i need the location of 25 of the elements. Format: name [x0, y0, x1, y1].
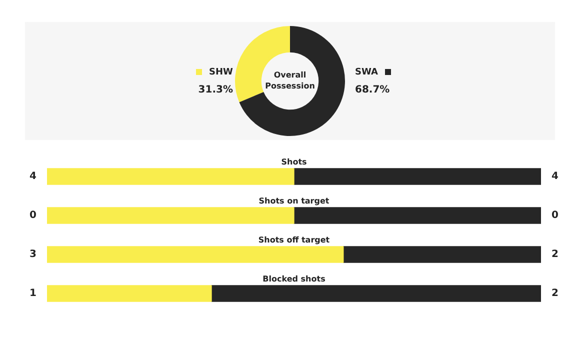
- y-tick-label: Blocked shots: [262, 274, 326, 284]
- bar: [211, 285, 541, 302]
- y-tick-label: Shots off target: [258, 236, 330, 245]
- text: 0: [30, 210, 37, 222]
- text: 2: [552, 249, 559, 260]
- text: 3: [30, 249, 37, 260]
- y-tick-label: Shots on target: [258, 196, 330, 206]
- text: 1: [30, 288, 37, 300]
- bar: [294, 207, 541, 224]
- text: 2: [552, 288, 559, 300]
- text: 4: [552, 171, 559, 182]
- data-label: 31.3%: [198, 84, 233, 96]
- legend-label: SHW: [209, 67, 234, 78]
- bar: [47, 246, 344, 263]
- bar: [294, 168, 541, 185]
- bar: [343, 246, 541, 263]
- y-tick-label: Shots: [281, 158, 308, 167]
- text: 4: [30, 171, 37, 182]
- bar: [47, 168, 294, 185]
- text: Overall Possession: [265, 70, 316, 91]
- text: 0: [552, 210, 559, 222]
- slice-label: SWA: [355, 67, 378, 78]
- bar: [47, 285, 212, 302]
- bar: [47, 207, 294, 224]
- data-label: 68.7%: [355, 84, 390, 96]
